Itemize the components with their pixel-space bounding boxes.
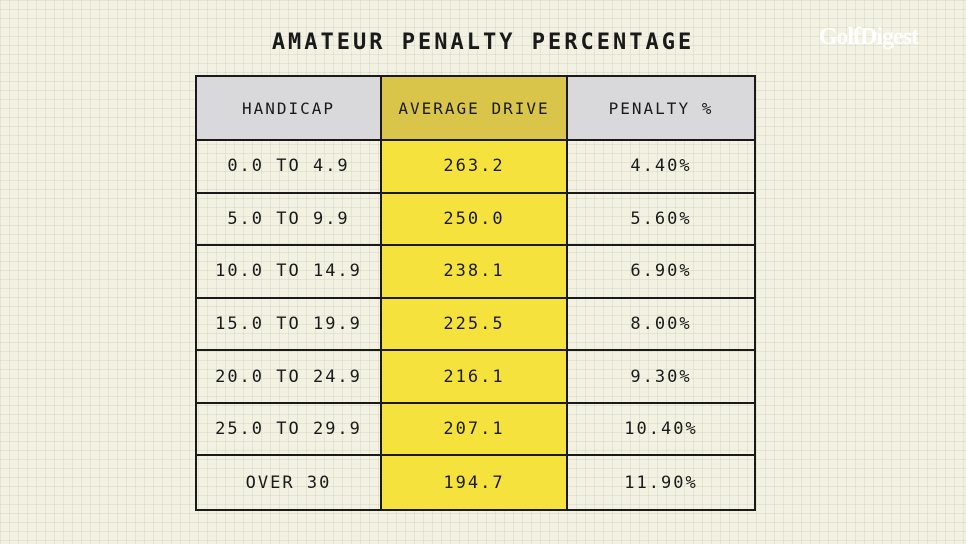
table-cell: 225.5 xyxy=(382,298,568,352)
table-cell: 11.90% xyxy=(624,472,698,493)
table-cell: 10.0 TO 14.9 xyxy=(197,246,382,299)
header-cell: AVERAGE DRIVE xyxy=(382,77,568,141)
header-cell: PENALTY % xyxy=(568,77,754,141)
table-cell: 10.40% xyxy=(568,404,754,457)
table: HANDICAP AVERAGE DRIVE PENALTY % 0.0 TO 4.9… xyxy=(195,75,756,511)
table-cell: 5.60% xyxy=(568,194,754,247)
table-cell: OVER 30 xyxy=(197,456,382,509)
table-cell: 0.0 TO 4.9 xyxy=(197,141,382,194)
table-cell: 6.90% xyxy=(568,246,754,299)
table-cell: 20.0 TO 24.9 xyxy=(197,351,382,404)
table-cell: 9.30% xyxy=(568,351,754,404)
table-cell: 263.2 xyxy=(382,141,568,194)
header-cell: HANDICAP xyxy=(197,77,382,141)
table-cell: 5.0 TO 9.9 xyxy=(197,193,382,247)
table-cell: 216.1 xyxy=(382,351,568,404)
table-cell: 250.0 xyxy=(382,193,568,247)
table-cell: 207.1 xyxy=(382,403,568,457)
logo: GolfDigest xyxy=(818,24,919,50)
table-cell: 194.7 xyxy=(382,456,568,509)
table-cell: 4.40% xyxy=(568,141,754,194)
table-cell: 15.0 TO 19.9 xyxy=(197,298,382,352)
table-cell: 238.1 xyxy=(382,246,568,299)
title: AMATEUR PENALTY PERCENTAGE xyxy=(271,30,695,55)
table-cell: 8.00% xyxy=(568,299,754,352)
table-cell: 25.0 TO 29.9 xyxy=(197,403,382,457)
